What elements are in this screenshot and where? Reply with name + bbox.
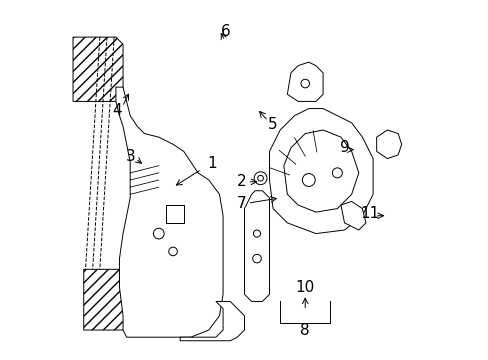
- Polygon shape: [376, 130, 401, 158]
- Text: 5: 5: [267, 117, 277, 132]
- Polygon shape: [269, 109, 372, 234]
- Text: 2: 2: [237, 174, 246, 189]
- Text: 4: 4: [112, 103, 122, 118]
- Text: 6: 6: [221, 24, 230, 39]
- Polygon shape: [340, 202, 365, 230]
- Circle shape: [254, 172, 266, 185]
- Text: 9: 9: [339, 140, 349, 155]
- Polygon shape: [244, 191, 269, 301]
- Text: 11: 11: [360, 206, 379, 221]
- Text: 7: 7: [236, 196, 246, 211]
- Polygon shape: [73, 37, 123, 102]
- Text: 10: 10: [295, 280, 314, 295]
- Polygon shape: [83, 269, 144, 330]
- Text: 8: 8: [300, 323, 309, 338]
- Polygon shape: [116, 87, 223, 337]
- Polygon shape: [287, 62, 323, 102]
- Text: 3: 3: [125, 149, 135, 164]
- Text: 1: 1: [207, 157, 217, 171]
- Polygon shape: [180, 301, 244, 341]
